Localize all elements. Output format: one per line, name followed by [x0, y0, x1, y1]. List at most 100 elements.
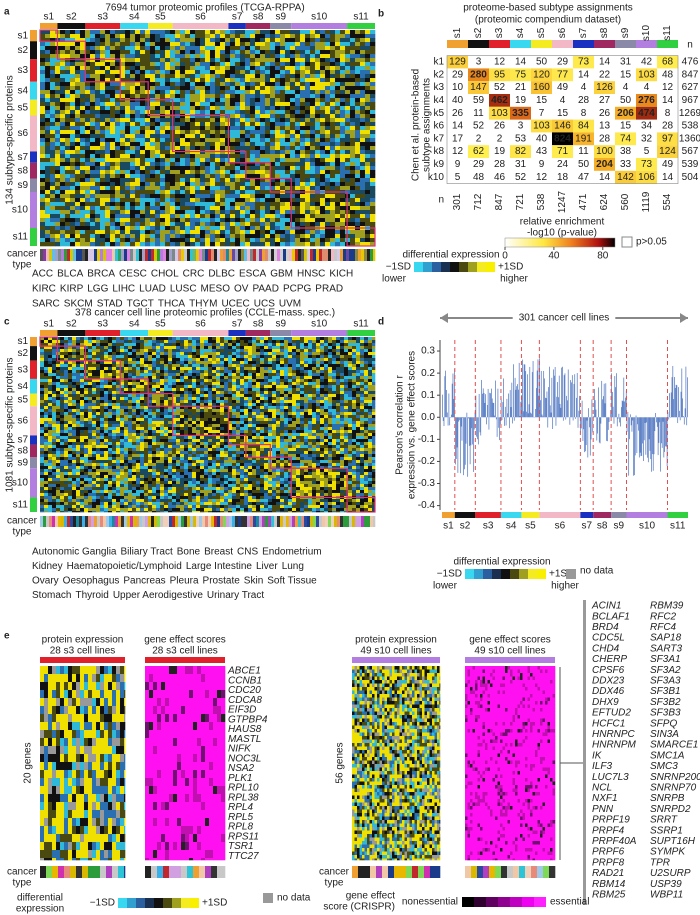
heat-cell: [175, 122, 181, 127]
heat-cell: [192, 346, 197, 350]
heat-cell: [170, 86, 176, 91]
heat-cell: [300, 62, 306, 67]
heat-cell: [240, 234, 246, 239]
label: 538: [536, 193, 547, 210]
heat-cell: [55, 222, 61, 227]
heat-cell: [60, 30, 66, 35]
heat-cell: [210, 82, 216, 87]
cancer-track: [85, 249, 89, 261]
cell-value: 276: [638, 95, 655, 106]
heat-cell: [70, 94, 76, 99]
heat-cell: [205, 206, 211, 211]
heat-cell: [140, 58, 146, 63]
heat-cell: [260, 102, 266, 107]
heat-cell: [170, 90, 176, 95]
heat-cell: [80, 346, 85, 350]
heat-cell: [305, 222, 311, 227]
heat-cell: [125, 150, 131, 155]
heat-cell: [245, 162, 251, 167]
heat-cell: [70, 54, 76, 59]
heat-cell: [255, 222, 261, 227]
heat-cell: [44, 370, 49, 374]
heat-cell: [285, 170, 291, 175]
heat-cell: [60, 74, 66, 79]
heat-cell: [100, 370, 105, 374]
heat-cell: [100, 34, 106, 39]
heat-cell: [76, 346, 81, 350]
heat-cell: [310, 94, 316, 99]
heat-cell: [110, 46, 116, 51]
heat-cell: [130, 238, 136, 243]
heat-cell: [50, 146, 56, 151]
heat-cell: [115, 154, 121, 159]
heat-cell: [212, 343, 217, 347]
heat-cell: [270, 242, 276, 247]
heat-cell: [340, 158, 346, 163]
heat-cell: [320, 194, 326, 199]
heat-cell: [235, 242, 241, 247]
heat-cell: [360, 30, 366, 35]
heat-cell: [270, 46, 276, 51]
heat-cell: [150, 190, 156, 195]
heat-cell: [240, 170, 246, 175]
heat-cell: [175, 78, 181, 83]
cell-value: 28: [494, 159, 506, 170]
heat-cell: [335, 42, 341, 47]
subtype-bar: [228, 23, 246, 29]
heat-cell: [310, 186, 316, 191]
heat-cell: [76, 367, 81, 371]
cell-value: 4: [623, 82, 629, 93]
heat-cell: [315, 242, 321, 247]
heat-cell: [220, 358, 225, 362]
heat-cell: [125, 146, 131, 151]
heat-cell: [90, 138, 96, 143]
heat-cell: [195, 78, 201, 83]
heat-cell: [52, 370, 57, 374]
heat-cell: [270, 198, 276, 203]
heat-cell: [220, 154, 226, 159]
heat-cell: [300, 82, 306, 87]
heat-cell: [190, 82, 196, 87]
cancer-track: [151, 249, 155, 261]
heat-cell: [90, 230, 96, 235]
heat-cell: [80, 337, 85, 341]
heat-cell: [140, 218, 146, 223]
heat-cell: [310, 150, 316, 155]
heat-cell: [250, 230, 256, 235]
cell-value: 34: [641, 121, 653, 132]
heat-cell: [70, 162, 76, 167]
heat-cell: [90, 70, 96, 75]
heat-cell: [260, 364, 265, 368]
label: 1247: [557, 190, 568, 213]
heat-cell: [70, 118, 76, 123]
heat-cell: [70, 134, 76, 139]
heat-cell: [245, 118, 251, 123]
heat-cell: [355, 214, 361, 219]
cancer-track: [211, 249, 215, 261]
heat-cell: [85, 222, 91, 227]
heat-cell: [150, 230, 156, 235]
heat-cell: [120, 34, 126, 39]
heat-cell: [300, 166, 306, 171]
label: k10: [428, 172, 445, 183]
heat-cell: [200, 214, 206, 219]
heat-cell: [264, 337, 269, 341]
heat-cell: [125, 158, 131, 163]
heat-cell: [195, 50, 201, 55]
heat-cell: [164, 340, 169, 344]
heat-cell: [80, 142, 86, 147]
heat-cell: [320, 358, 325, 362]
heat-cell: [260, 142, 266, 147]
heat-cell: [205, 126, 211, 131]
heat-cell: [110, 174, 116, 179]
heat-cell: [144, 352, 149, 356]
heat-cell: [290, 114, 296, 119]
heat-cell: [325, 174, 331, 179]
heat-cell: [130, 206, 136, 211]
heat-cell: [260, 38, 266, 43]
heat-cell: [270, 166, 276, 171]
heat-cell: [50, 122, 56, 127]
heat-cell: [320, 86, 326, 91]
heat-cell: [72, 367, 77, 371]
table-cell: [489, 106, 510, 120]
